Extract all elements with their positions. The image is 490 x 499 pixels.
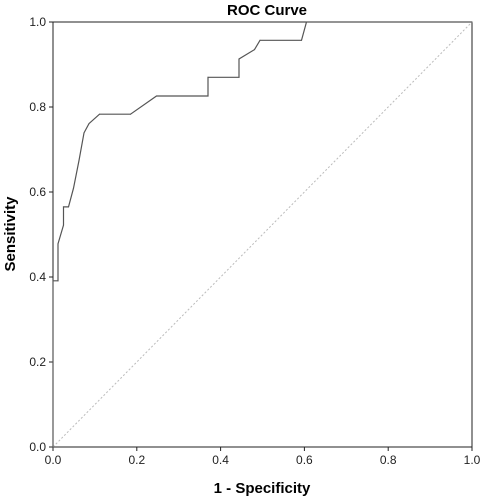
y-tick-label: 0.0 bbox=[29, 440, 46, 454]
y-tick-label: 0.4 bbox=[29, 270, 46, 284]
x-tick-label: 0.2 bbox=[128, 453, 145, 467]
y-tick-label: 1.0 bbox=[29, 15, 46, 29]
roc-point bbox=[207, 95, 209, 97]
roc-point bbox=[57, 243, 59, 245]
roc-point bbox=[311, 21, 313, 23]
roc-point bbox=[57, 280, 59, 282]
y-tick-label: 0.8 bbox=[29, 100, 46, 114]
roc-point bbox=[88, 123, 90, 125]
y-axis-title: Sensitivity bbox=[2, 196, 19, 272]
plot-area bbox=[52, 21, 473, 448]
roc-curve-line bbox=[52, 21, 472, 447]
roc-point bbox=[238, 76, 240, 78]
roc-point bbox=[305, 21, 307, 23]
roc-point bbox=[207, 76, 209, 78]
roc-point bbox=[471, 21, 473, 23]
roc-point bbox=[254, 49, 256, 51]
roc-point bbox=[62, 224, 64, 226]
x-tick-label: 0.8 bbox=[380, 453, 397, 467]
roc-point bbox=[259, 39, 261, 41]
roc-point bbox=[62, 206, 64, 208]
x-tick-label: 1.0 bbox=[464, 453, 481, 467]
x-tick-label: 0.6 bbox=[296, 453, 313, 467]
x-axis-title: 1 - Specificity bbox=[214, 480, 311, 497]
reference-diagonal-line bbox=[52, 21, 473, 448]
roc-point bbox=[99, 113, 101, 115]
x-tick-label: 0.4 bbox=[212, 453, 229, 467]
roc-point bbox=[68, 206, 70, 208]
roc-point bbox=[130, 113, 132, 115]
roc-curve-points bbox=[52, 21, 473, 448]
roc-point bbox=[73, 187, 75, 189]
y-tick-label: 0.2 bbox=[29, 355, 46, 369]
chart-title: ROC Curve bbox=[227, 2, 307, 19]
roc-point bbox=[52, 446, 54, 448]
roc-point bbox=[238, 58, 240, 60]
x-tick-label: 0.0 bbox=[45, 453, 62, 467]
roc-point bbox=[155, 95, 157, 97]
roc-point bbox=[52, 280, 54, 282]
roc-point bbox=[300, 39, 302, 41]
roc-point bbox=[83, 132, 85, 134]
y-tick-label: 0.6 bbox=[29, 185, 46, 199]
y-axis: 0.0 0.2 0.4 0.6 0.8 1.0 bbox=[29, 15, 53, 454]
x-axis: 0.0 0.2 0.4 0.6 0.8 1.0 bbox=[45, 447, 481, 467]
roc-point bbox=[78, 160, 80, 162]
